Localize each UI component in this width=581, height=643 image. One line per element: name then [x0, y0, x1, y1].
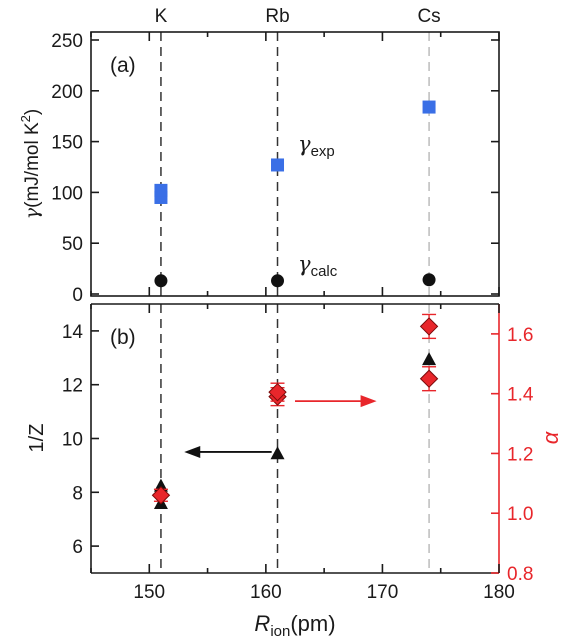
- panel-a-y-axis-label: γ(mJ/mol K2): [18, 109, 43, 219]
- y-tick-label: 0: [72, 285, 83, 306]
- panel-b-x-ticks: 150 160 170 180: [90, 304, 515, 603]
- series-label-gamma-calc: γcalc: [298, 252, 338, 280]
- panel-a-points: [154, 100, 436, 288]
- left-y-tick-label: 8: [72, 483, 83, 504]
- left-y-tick-label: 12: [62, 376, 83, 397]
- data-point-gamma-calc: [271, 274, 285, 288]
- panel-b-right-y-ticks: 0.8 1.0 1.2 1.4 1.6: [491, 325, 534, 585]
- panel-b-right-y-axis-label: α: [538, 430, 563, 444]
- data-point-gamma-exp: [271, 158, 285, 172]
- x-tick-label: 160: [250, 582, 282, 603]
- data-point-gamma-exp: [154, 183, 168, 197]
- x-tick-label: 170: [367, 582, 399, 603]
- panel-a-label: (a): [110, 54, 136, 77]
- data-point-alpha: [419, 317, 439, 336]
- data-point-alpha: [419, 369, 439, 388]
- data-point-inverse-z: [422, 352, 437, 366]
- x-axis-label: Rion(pm): [254, 611, 335, 640]
- panel-a-y-axis-sup: 2: [18, 115, 33, 122]
- element-label: Cs: [417, 6, 440, 27]
- axis-indicator-arrows: [184, 395, 377, 458]
- panel-b-left-y-axis-label: 1/Z: [26, 424, 48, 453]
- x-axis-label-main: R: [254, 611, 270, 636]
- right-y-tick-label: 1.0: [507, 504, 533, 525]
- right-y-tick-label: 0.8: [507, 564, 533, 585]
- panel-b-label: (b): [110, 326, 136, 349]
- element-labels: K Rb Cs: [155, 6, 441, 27]
- y-tick-label: 50: [62, 234, 83, 255]
- data-point-inverse-z: [153, 478, 168, 492]
- y-tick-label: 150: [51, 133, 83, 154]
- right-y-tick-label: 1.2: [507, 444, 533, 465]
- right-y-tick-label: 1.6: [507, 325, 533, 346]
- element-label: K: [155, 6, 168, 27]
- series-label-gamma-calc-symbol: γ: [298, 252, 311, 276]
- element-label: Rb: [265, 6, 289, 27]
- data-point-gamma-exp: [422, 100, 436, 114]
- y-tick-label: 250: [51, 31, 83, 52]
- series-label-gamma-calc-sub: calc: [311, 263, 338, 280]
- arrow-head-left-icon: [184, 445, 201, 458]
- x-tick-label: 150: [133, 582, 165, 603]
- panel-b-left-y-ticks: 6 8 10 12 14: [62, 322, 99, 558]
- right-y-tick-label: 1.4: [507, 385, 534, 406]
- panel-b: 6 8 10 12 14 0.8 1.0 1.2 1.4 1.6 150 160 170 180 (b…: [26, 303, 563, 640]
- data-point-alpha: [151, 486, 171, 505]
- data-point-gamma-calc: [154, 274, 168, 288]
- data-point-gamma-calc: [422, 273, 436, 287]
- panel-a-y-axis-close: ): [22, 109, 43, 115]
- series-label-gamma-exp-symbol: γ: [298, 132, 311, 156]
- data-point-alpha: [268, 382, 287, 402]
- left-y-tick-label: 14: [62, 322, 84, 343]
- series-label-gamma-exp-sub: exp: [311, 143, 335, 160]
- data-point-inverse-z: [270, 446, 285, 460]
- panel-a-y-axis-unit: (mJ/mol K: [22, 122, 43, 208]
- y-tick-label: 200: [51, 82, 83, 103]
- panel-a-frame: [90, 31, 500, 297]
- panel-a-y-ticks: 0 50 100 150 200 250: [51, 31, 500, 306]
- left-y-tick-label: 10: [62, 430, 83, 451]
- y-tick-label: 100: [51, 183, 83, 204]
- x-axis-label-sub: ion: [270, 623, 290, 640]
- x-axis-label-unit: (pm): [290, 611, 335, 636]
- arrow-head-right-icon: [360, 395, 377, 408]
- panel-b-points: [151, 313, 439, 510]
- left-y-tick-label: 6: [72, 537, 83, 558]
- series-label-gamma-exp: γexp: [298, 132, 335, 160]
- panel-a-y-axis-symbol: γ: [21, 207, 43, 219]
- x-tick-label: 180: [483, 582, 515, 603]
